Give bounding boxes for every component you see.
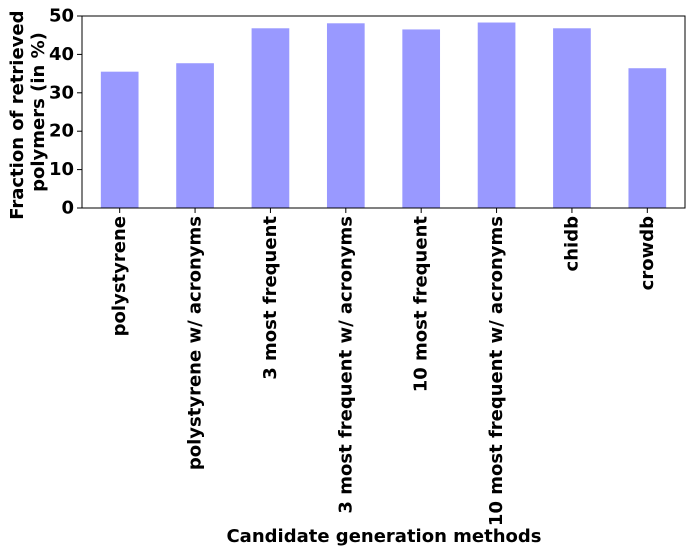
y-axis-label-line-2: polymers (in %) [28,32,49,192]
y-axis-label-line-1: Fraction of retrieved [7,10,28,219]
bar-6 [477,22,516,208]
bar-7 [553,28,591,209]
x-tick-label: 10 most frequent w/ acronyms [486,216,507,526]
bar-5 [402,29,441,208]
plot-area-frame [81,15,686,209]
x-tick-label: polystyrene w/ acronyms [185,216,206,470]
y-axis-ticks: 0 10 20 30 40 50 [49,6,82,219]
y-tick-label: 10 [49,159,74,180]
x-tick-label: chidb [561,216,582,272]
x-tick-label: polystyrene [109,216,130,336]
y-tick-label: 0 [61,198,74,219]
y-tick-label: 30 [49,82,74,103]
bars-group [100,22,667,209]
y-tick-label: 40 [49,44,74,65]
y-axis-label: Fraction of retrieved polymers (in %) [7,4,49,220]
bar-8 [628,68,667,208]
bar-3 [251,28,290,209]
bar-4 [326,23,365,208]
x-tick-label: 3 most frequent w/ acronyms [335,216,356,514]
x-tick-label: 10 most frequent [411,216,432,393]
bar-1 [100,71,139,209]
x-tick-label: crowdb [637,216,658,290]
y-tick-label: 50 [49,6,74,27]
y-tick-label: 20 [49,121,74,142]
x-tick-label: 3 most frequent [260,216,281,380]
x-axis-ticks: polystyrene polystyrene w/ acronyms 3 most… [109,208,658,526]
x-axis-label: Candidate generation methods [226,526,541,547]
bar-2 [176,63,214,209]
